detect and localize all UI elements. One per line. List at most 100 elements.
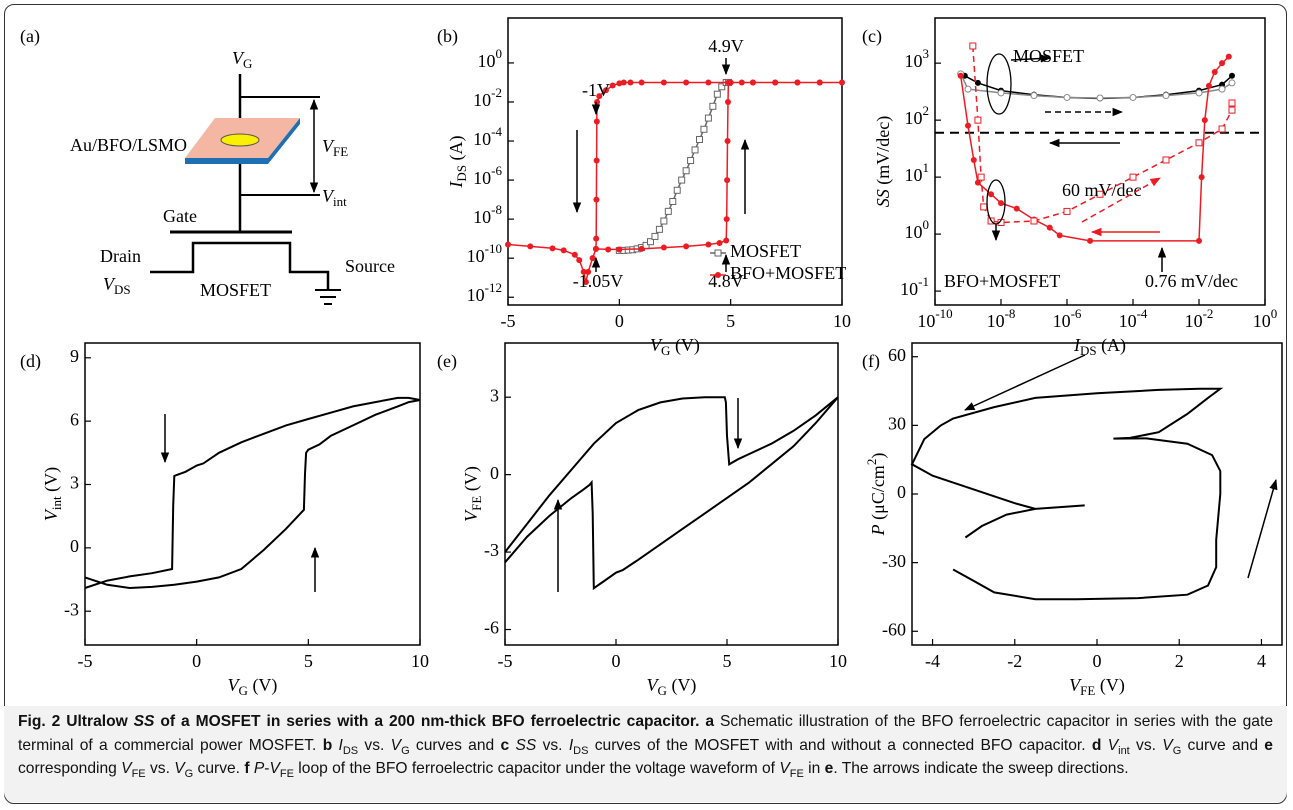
- marker: [596, 93, 603, 100]
- marker: [664, 207, 672, 215]
- tick-base: 10: [1253, 311, 1271, 331]
- caption-run: SS: [515, 736, 537, 754]
- text-run: V: [232, 48, 245, 68]
- tick-base: 10: [473, 168, 491, 188]
- marker: [605, 246, 612, 253]
- annotation: -1V: [582, 80, 610, 100]
- marker: [1218, 85, 1226, 93]
- text-run: int: [333, 194, 347, 209]
- y-tick-label: 101: [905, 160, 930, 185]
- tick-exp: -2: [1203, 306, 1214, 321]
- label-vfe: VFE: [322, 136, 348, 159]
- outline: [986, 53, 1012, 115]
- arrow: [964, 354, 1086, 411]
- caption-run: curves of the MOSFET with and without a …: [588, 736, 1092, 754]
- marker: [974, 79, 981, 86]
- x-tick-label: 5: [723, 651, 732, 671]
- marker: [687, 157, 695, 165]
- x-tick-label: -2: [1007, 651, 1022, 671]
- caption-run: V: [1162, 736, 1173, 754]
- caption-run: DS: [342, 744, 359, 757]
- series-line: [910, 387, 1224, 601]
- text-run: V: [228, 675, 241, 695]
- tick-base: 10: [905, 108, 923, 128]
- caption-run: FE: [279, 768, 294, 781]
- text-run: V: [461, 509, 481, 522]
- marker: [638, 79, 645, 86]
- marker: [683, 243, 690, 250]
- caption-run: FE: [131, 768, 146, 781]
- text-run: (μC/cm: [868, 465, 889, 524]
- caption-run: int: [1118, 744, 1130, 757]
- tick-exp: 0: [1271, 306, 1278, 321]
- x-tick-label: -5: [501, 311, 516, 331]
- annotation: 60 mV/dec: [1062, 180, 1141, 200]
- marker: [1205, 82, 1212, 89]
- y-tick-label: 9: [70, 346, 79, 366]
- marker: [582, 279, 589, 286]
- marker: [593, 196, 600, 203]
- marker: [704, 114, 712, 122]
- caption-run: vs.: [536, 736, 569, 754]
- x-tick-label: 5: [726, 311, 735, 331]
- text-run: (V): [667, 675, 697, 696]
- panel-label: (a): [20, 26, 40, 47]
- y-tick-label: 10-10: [467, 241, 502, 266]
- marker: [724, 138, 731, 145]
- marker: [1219, 60, 1226, 67]
- caption-run: -: [264, 760, 270, 777]
- marker: [1218, 125, 1226, 133]
- caption-run: curve.: [193, 760, 245, 777]
- marker: [727, 79, 734, 86]
- caption-run: I: [338, 736, 343, 754]
- label-gate: Gate: [163, 206, 197, 226]
- label-source: Source: [345, 256, 395, 276]
- caption-run: loop of the BFO ferroelectric capacitor …: [293, 760, 780, 777]
- text-run: (A): [1097, 335, 1127, 356]
- marker: [713, 90, 721, 98]
- legend-marker: [714, 249, 722, 257]
- tick-base: 10: [900, 279, 918, 299]
- label-vint: Vint: [322, 186, 347, 209]
- text-run: G: [658, 683, 667, 698]
- marker: [1046, 224, 1053, 231]
- label-drain: Drain: [100, 246, 141, 266]
- caption-run: in: [803, 760, 825, 777]
- marker: [1228, 79, 1236, 87]
- marker: [669, 197, 677, 205]
- marker: [589, 255, 596, 262]
- tick-exp: 3: [923, 46, 930, 61]
- y-tick-label: 10-6: [473, 163, 502, 188]
- x-tick-label: -5: [498, 651, 513, 671]
- text-run: V: [41, 508, 61, 521]
- x-tick-label: 4: [1257, 651, 1266, 671]
- tick-base: 10: [1119, 311, 1137, 331]
- plot-frame: [84, 342, 421, 646]
- marker: [816, 79, 823, 86]
- marker: [691, 146, 699, 154]
- marker: [580, 268, 587, 275]
- marker: [673, 186, 681, 194]
- tick-exp: -2: [491, 85, 502, 100]
- y-axis-label: VFE (V): [461, 466, 484, 522]
- marker: [627, 79, 634, 86]
- plot-frame: [507, 17, 843, 306]
- annotation: 0.76 mV/dec: [1145, 271, 1238, 291]
- marker: [1129, 93, 1137, 101]
- text-run: DS: [454, 165, 469, 182]
- text-run: (V): [41, 467, 62, 497]
- marker: [1096, 94, 1104, 102]
- series-line: [504, 396, 839, 591]
- x-axis-label: VG (V): [228, 675, 278, 698]
- caption-run: V: [269, 760, 280, 777]
- x-tick-label: 0: [1093, 651, 1102, 671]
- y-tick-label: -3: [64, 599, 79, 619]
- text-run: FE: [1080, 683, 1095, 698]
- text-run: FE: [469, 496, 484, 511]
- tick-base: 10: [1185, 311, 1203, 331]
- marker: [620, 79, 627, 86]
- text-run: G: [243, 56, 252, 71]
- tick-exp: 0: [923, 217, 930, 232]
- x-tick-label: 10-8: [987, 306, 1016, 331]
